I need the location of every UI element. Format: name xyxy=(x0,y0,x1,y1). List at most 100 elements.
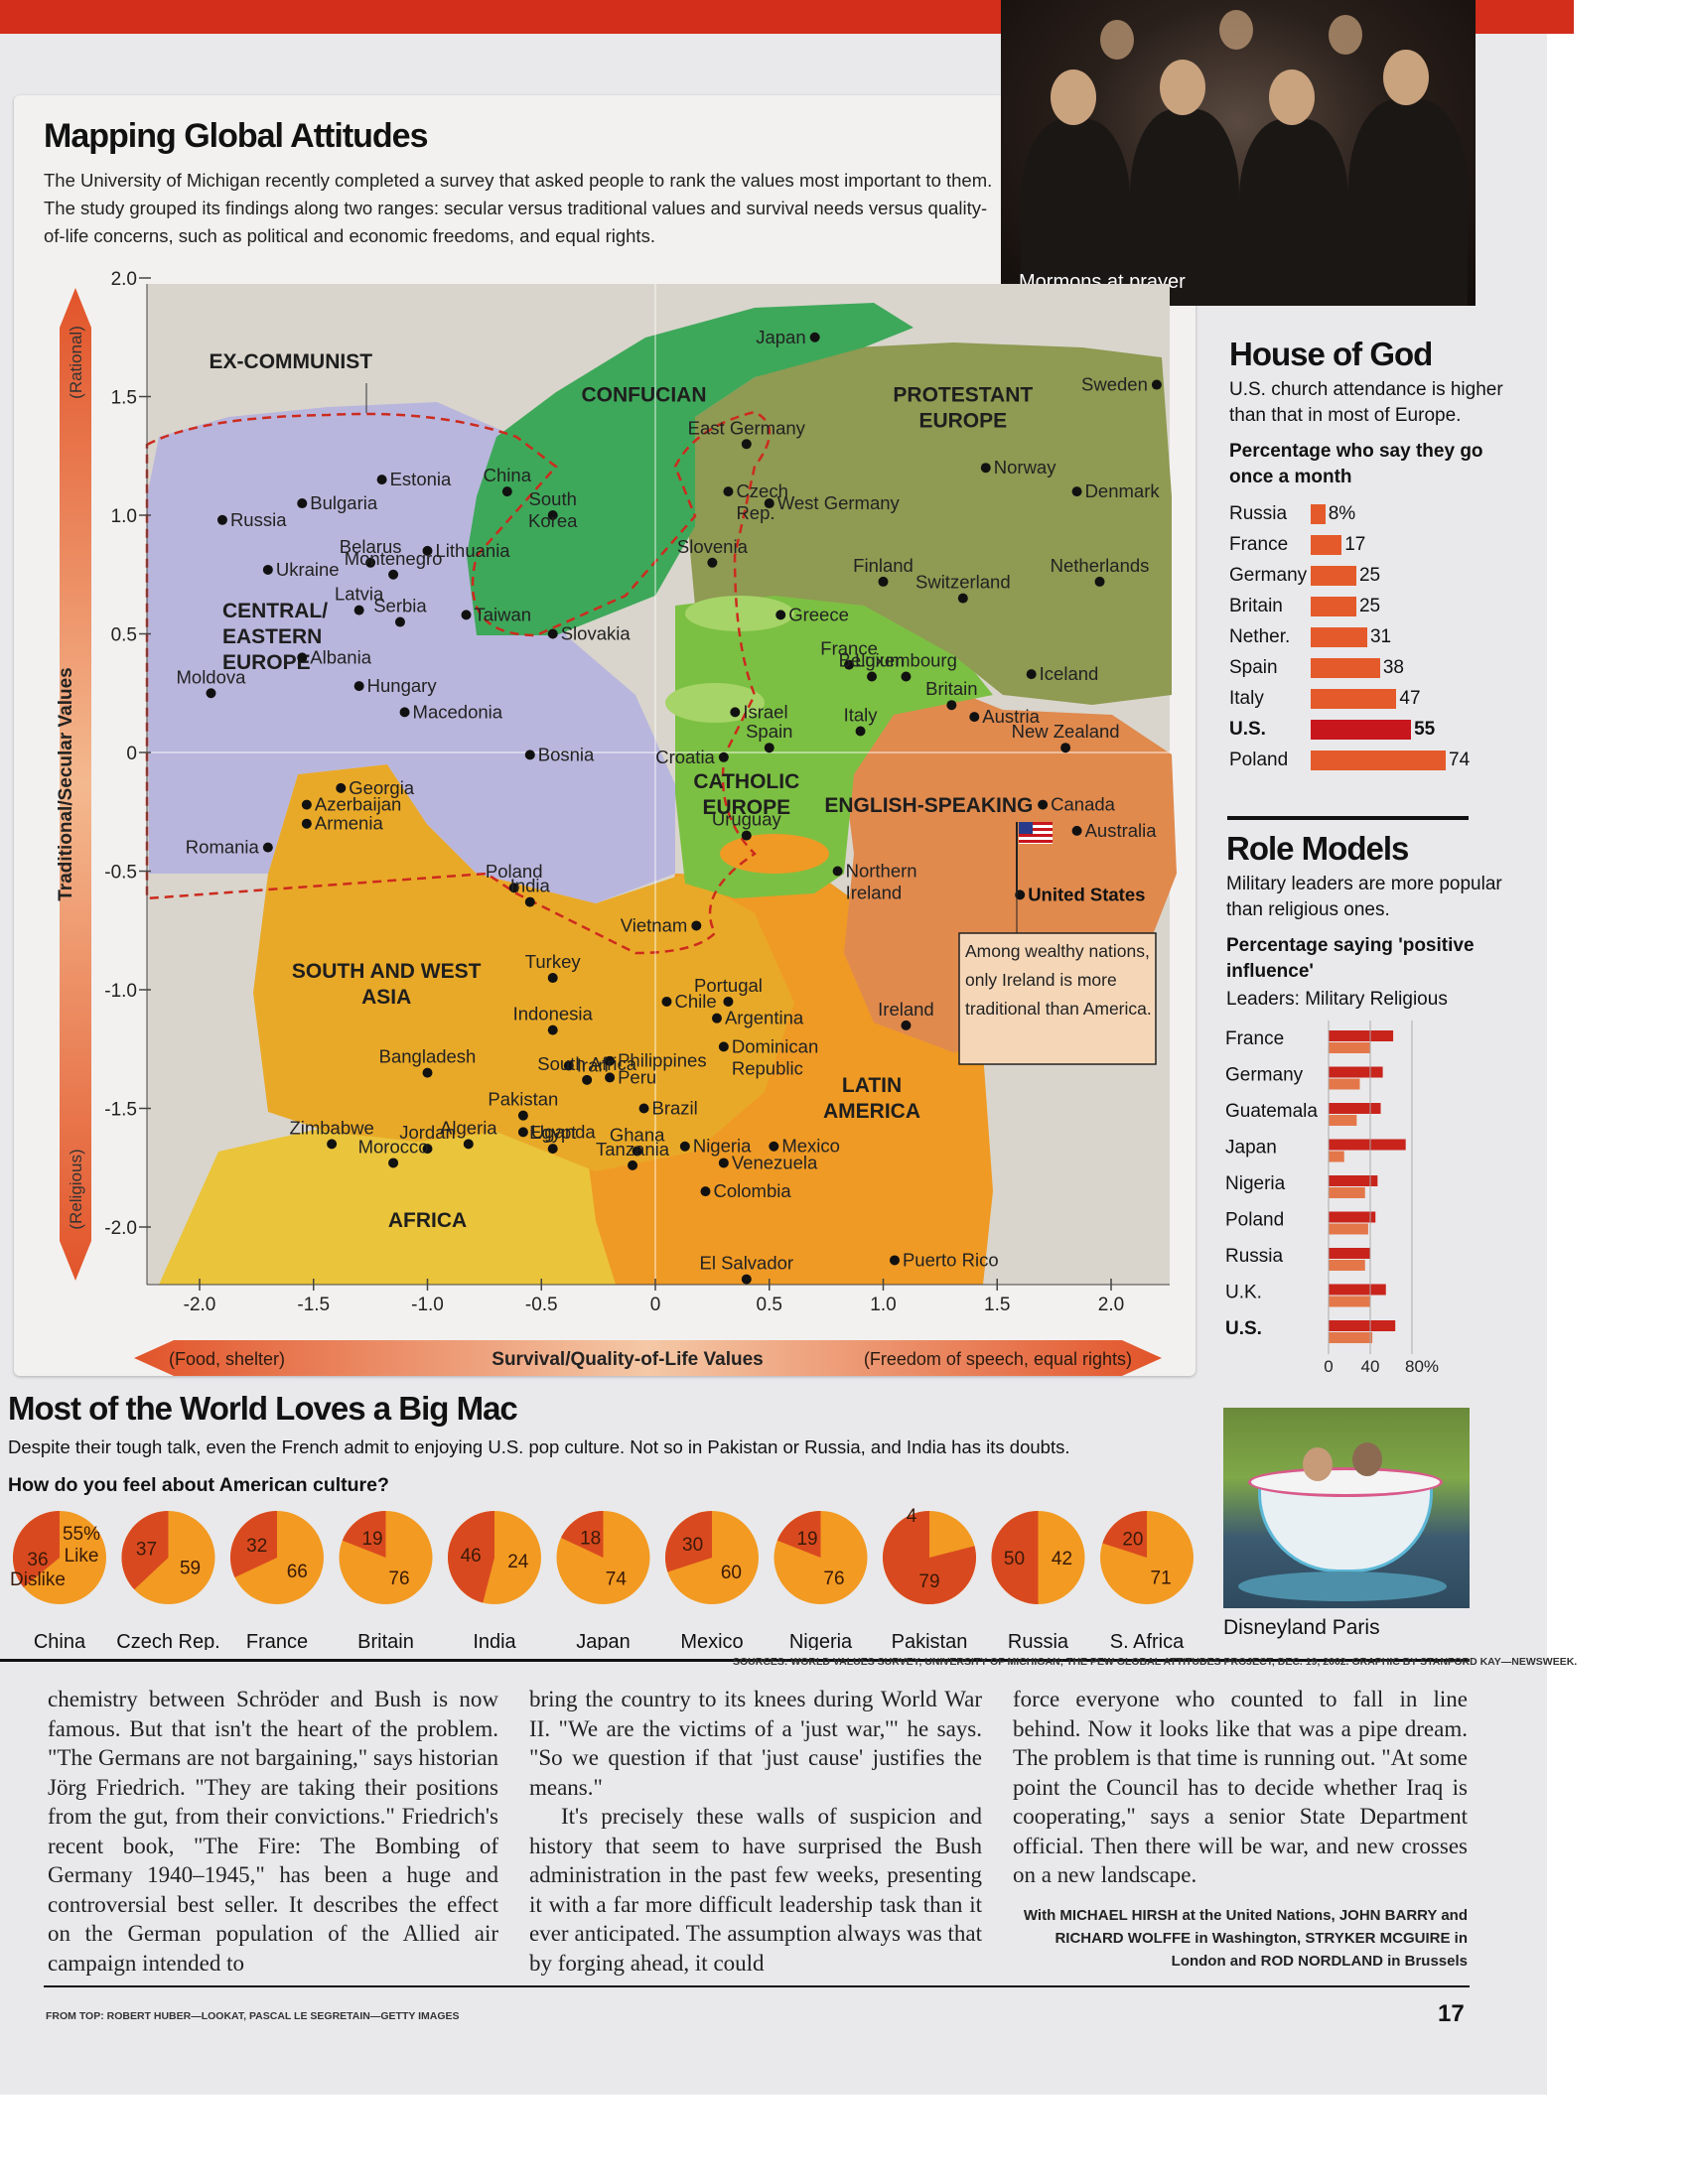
point-label: Azerbaijan xyxy=(315,794,401,815)
role-category-label: Guatemala xyxy=(1225,1101,1318,1122)
pie-dislike-label: 37 xyxy=(136,1539,157,1560)
x-tick-label: 0 xyxy=(650,1295,661,1315)
pie-dislike-label: 46 xyxy=(461,1546,482,1567)
house-bar-label: Italy xyxy=(1229,687,1264,709)
data-point xyxy=(723,996,734,1007)
data-point xyxy=(878,576,889,587)
reporting-credit: With MICHAEL HIRSH at the United Nations… xyxy=(1023,1907,1468,1970)
disneyland-photo xyxy=(1223,1408,1470,1608)
point-label: Luxembourg xyxy=(855,650,957,671)
data-point xyxy=(1071,825,1082,836)
point-label: Sweden xyxy=(1081,374,1148,395)
pie-like-label: 76 xyxy=(388,1569,409,1589)
point-label: Belarus xyxy=(340,536,402,557)
x-axis-right-label: (Freedom of speech, equal rights) xyxy=(864,1349,1132,1369)
house-bar-value: 8% xyxy=(1328,502,1356,524)
point-label: Czech Rep. xyxy=(736,480,787,523)
pie-dislike-label: 32 xyxy=(246,1536,267,1557)
data-point xyxy=(517,1110,528,1121)
data-point xyxy=(547,1144,558,1155)
point-label: Nigeria xyxy=(693,1136,752,1157)
data-point xyxy=(1151,379,1162,390)
region-label: SOUTH AND WEST ASIA xyxy=(292,960,482,1009)
x-tick-label: 2.0 xyxy=(1098,1295,1124,1315)
point-label: Finland xyxy=(853,555,914,576)
data-point xyxy=(628,1160,638,1170)
x-tick-label: -1.0 xyxy=(411,1295,444,1315)
region-layer xyxy=(145,303,1177,1285)
scatter-chart: EX-COMMUNIST CONFUCIAN PROTESTANT EUROPE CAT… xyxy=(56,269,1177,1376)
pie-dislike-label: 36 Dislike xyxy=(10,1550,66,1590)
point-label: Zimbabwe xyxy=(289,1117,373,1138)
pie-like-label: 59 xyxy=(180,1559,201,1579)
point-label: Bosnia xyxy=(538,744,595,764)
point-label: Israel xyxy=(743,701,787,722)
disneyland-caption: Disneyland Paris xyxy=(1223,1616,1380,1639)
pie-like-label: 24 xyxy=(507,1552,529,1572)
house-bar-row: Germany 25 xyxy=(1229,560,1527,591)
data-point xyxy=(547,628,558,639)
house-subtitle: Percentage who say they go once a month xyxy=(1229,441,1483,487)
point-label: Colombia xyxy=(713,1180,791,1201)
data-point xyxy=(508,883,519,893)
region-label: ENGLISH-SPEAKING xyxy=(824,794,1033,817)
house-bar-row: U.S. 55 xyxy=(1229,714,1527,745)
point-label: Argentina xyxy=(725,1008,804,1028)
region-label: EX-COMMUNIST xyxy=(210,350,373,373)
pie-like-label: 71 xyxy=(1151,1568,1172,1588)
region-label: AFRICA xyxy=(388,1209,467,1232)
region-label: LATIN AMERICA xyxy=(823,1074,920,1123)
role-bar-chart: France Germany Guatemala Japan Nigeria Poland… xyxy=(1225,1021,1439,1376)
house-bar-label: Germany xyxy=(1229,564,1308,586)
region-label: CONFUCIAN xyxy=(582,383,707,406)
religious-bar xyxy=(1329,1187,1365,1198)
house-bar xyxy=(1311,750,1446,770)
y-axis-arrow xyxy=(60,288,91,1281)
pie-dislike-slice xyxy=(665,1511,712,1572)
pie-like-label: 74 xyxy=(606,1569,628,1589)
region-protestant-europe xyxy=(685,342,1172,705)
point-label: Chile xyxy=(674,991,716,1012)
point-label: Bangladesh xyxy=(379,1046,477,1067)
photo-credit: FROM TOP: ROBERT HUBER—LOOKAT, PASCAL LE… xyxy=(46,2010,460,2022)
house-bar-row: Spain 38 xyxy=(1229,652,1527,683)
data-point xyxy=(661,996,672,1007)
region-label: CATHOLIC EUROPE xyxy=(693,770,799,819)
data-point xyxy=(524,750,535,760)
point-label: China xyxy=(484,465,532,485)
point-label: Britain xyxy=(925,678,977,699)
military-bar xyxy=(1329,1175,1378,1186)
data-point xyxy=(855,726,866,737)
house-bar xyxy=(1311,534,1342,555)
gridlines xyxy=(147,284,1170,1285)
region-south-west-asia xyxy=(253,764,794,1171)
religious-bar xyxy=(1329,1260,1365,1271)
pie-country-label: China xyxy=(34,1631,86,1650)
point-label: Canada xyxy=(1051,794,1116,815)
point-label: Slovenia xyxy=(677,536,749,557)
data-point xyxy=(422,1144,433,1155)
pie-like-label: 76 xyxy=(823,1569,844,1589)
role-category-label: Poland xyxy=(1225,1210,1284,1231)
point-label: Switzerland xyxy=(915,572,1011,593)
point-label: Austria xyxy=(982,706,1040,727)
house-bar xyxy=(1311,565,1356,586)
data-point xyxy=(605,1055,616,1066)
point-label: Norway xyxy=(994,457,1056,478)
x-tick-label: -2.0 xyxy=(184,1295,216,1315)
religious-bar xyxy=(1329,1078,1360,1090)
point-label: Netherlands xyxy=(1051,555,1150,576)
role-category-label: U.K. xyxy=(1225,1283,1262,1303)
point-label: Algeria xyxy=(440,1117,497,1138)
role-category-label: Nigeria xyxy=(1225,1173,1286,1194)
data-point xyxy=(388,569,399,580)
point-label: South Africa xyxy=(537,1053,636,1074)
pie-dislike-label: 50 xyxy=(1004,1549,1025,1570)
article-col2-text-a: bring the country to its knees during Wo… xyxy=(529,1687,982,1800)
data-point xyxy=(547,973,558,984)
pie-dislike-slice xyxy=(121,1511,169,1590)
point-label: Italy xyxy=(844,704,879,725)
pie-like-label: 4 xyxy=(907,1506,917,1527)
point-label: Turkey xyxy=(525,951,582,972)
data-point xyxy=(501,486,512,497)
